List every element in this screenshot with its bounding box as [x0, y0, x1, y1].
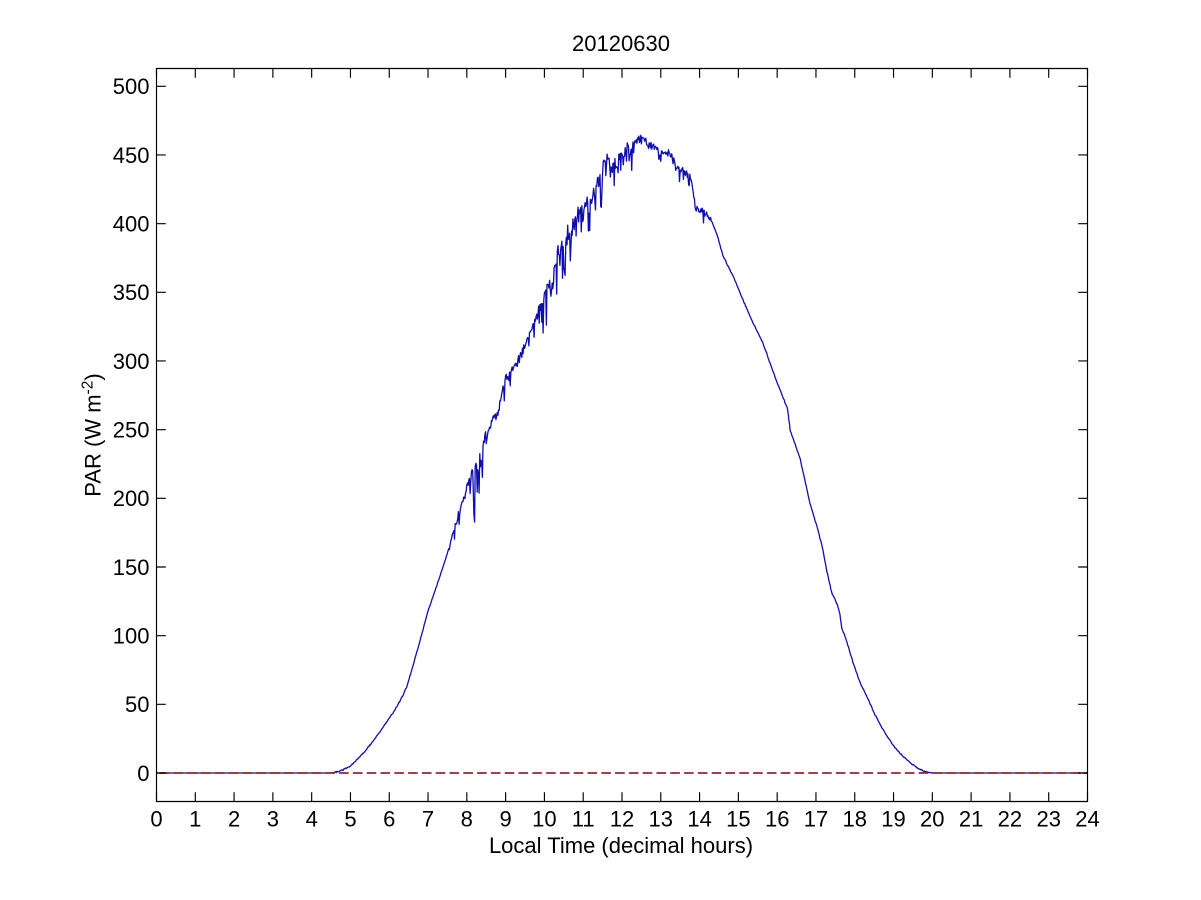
svg-text:250: 250	[113, 418, 150, 443]
svg-text:9: 9	[499, 807, 511, 832]
svg-text:6: 6	[383, 807, 395, 832]
svg-text:13: 13	[649, 807, 673, 832]
svg-text:1: 1	[189, 807, 201, 832]
svg-text:22: 22	[998, 807, 1022, 832]
svg-text:11: 11	[572, 807, 595, 832]
svg-text:12: 12	[610, 807, 634, 832]
svg-text:4: 4	[306, 807, 318, 832]
svg-text:23: 23	[1036, 807, 1060, 832]
svg-text:100: 100	[113, 624, 150, 649]
svg-text:20120630: 20120630	[572, 31, 670, 56]
svg-text:19: 19	[881, 807, 905, 832]
svg-text:18: 18	[843, 807, 867, 832]
svg-text:300: 300	[113, 349, 150, 374]
svg-text:350: 350	[113, 280, 150, 305]
svg-text:400: 400	[113, 211, 150, 236]
svg-text:0: 0	[137, 761, 149, 786]
svg-text:500: 500	[113, 74, 150, 99]
svg-text:200: 200	[113, 486, 150, 511]
svg-text:20: 20	[920, 807, 944, 832]
svg-text:15: 15	[726, 807, 750, 832]
svg-text:21: 21	[959, 807, 983, 832]
svg-text:3: 3	[267, 807, 279, 832]
svg-text:50: 50	[125, 692, 149, 717]
svg-text:10: 10	[532, 807, 556, 832]
svg-text:17: 17	[804, 807, 828, 832]
svg-text:2: 2	[228, 807, 240, 832]
svg-text:Local Time (decimal hours): Local Time (decimal hours)	[489, 833, 753, 858]
svg-text:7: 7	[422, 807, 434, 832]
svg-text:0: 0	[150, 807, 162, 832]
svg-text:150: 150	[113, 555, 150, 580]
svg-text:24: 24	[1075, 807, 1099, 832]
svg-text:8: 8	[461, 807, 473, 832]
svg-text:14: 14	[687, 807, 711, 832]
svg-text:16: 16	[765, 807, 789, 832]
svg-text:5: 5	[344, 807, 356, 832]
svg-text:450: 450	[113, 143, 150, 168]
